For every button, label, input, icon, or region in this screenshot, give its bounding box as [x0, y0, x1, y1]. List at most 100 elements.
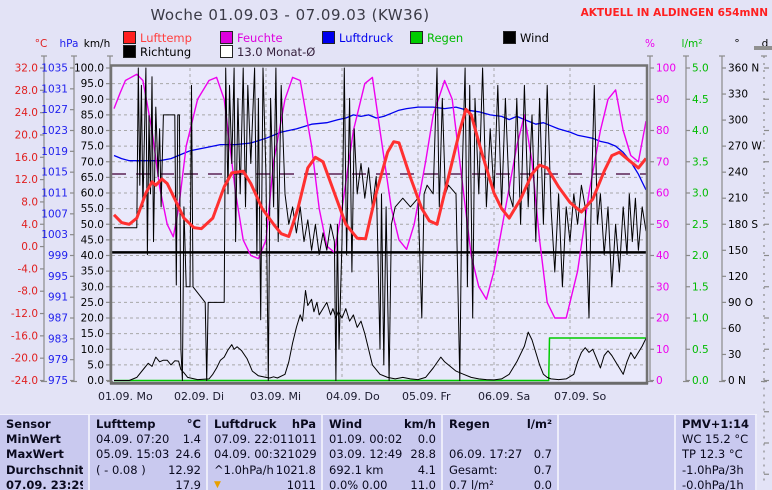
axis-label: 5.0: [87, 359, 104, 371]
axis-label: 5.0: [692, 63, 709, 75]
axis-label: hPa: [60, 38, 79, 50]
page-title: Woche 01.09.03 - 07.09.03 (KW36): [150, 6, 430, 24]
axis-label: 70: [656, 156, 669, 168]
column-header: Wind km/h: [329, 417, 436, 431]
table-cell-row: 0.7 l/m² 0.0: [449, 478, 552, 490]
axis-label: -16.0: [11, 330, 38, 342]
axis-label: 10: [656, 344, 669, 356]
column-header: PMV+1:14: [682, 417, 750, 431]
column-header: Lufttemp °C: [96, 417, 201, 431]
axis-label: 06.09. Sa: [478, 390, 530, 403]
axis-label: 180 S: [728, 219, 758, 231]
table-cell-row: ▼ 1011: [214, 478, 316, 490]
table-cell-row: 07.09. 22:01 1011: [214, 431, 316, 446]
row-label: MaxWert: [6, 447, 64, 461]
table-cell-row: [449, 432, 552, 448]
axis-label: 24.0: [15, 107, 38, 119]
station-banner: AKTUELL IN ALDINGEN 654mNN: [580, 7, 768, 19]
axis-label: 0.0: [87, 375, 104, 387]
axis-label: -20.0: [11, 353, 38, 365]
axis-label: 75.0: [81, 141, 104, 153]
axis-label: 02.09. Di: [174, 390, 224, 403]
axis-label: 85.0: [81, 109, 104, 121]
pressure-trend-icon: ▼: [214, 480, 221, 490]
axis-label: 4.0: [692, 125, 709, 137]
row-label: 07.09. 23:29: [6, 478, 83, 490]
axis-label: 3.0: [692, 188, 709, 200]
legend-item-luftdruck: Luftdruck: [322, 31, 394, 45]
axis-label: 28.0: [15, 85, 38, 97]
row-label: Durchschnitt: [6, 462, 83, 477]
axis-label: 55.0: [81, 203, 104, 215]
axis-label: 995: [48, 271, 68, 283]
axis-label: 1019: [41, 146, 68, 158]
table-cell-row: Gesamt: 0.7: [449, 462, 552, 477]
axis-label: km/h: [84, 38, 111, 50]
table-column-wind: Wind km/h 01.09. 00:02 0.0 03.09. 12:49 28.8 6…: [321, 415, 441, 490]
axis-label: 04.09. Do: [326, 390, 380, 403]
stats-table: Sensor MinWert MaxWert Durchschnitt 07.09. 2…: [0, 414, 757, 490]
table-row-labels: Sensor MinWert MaxWert Durchschnitt 07.09. 2…: [0, 415, 88, 490]
table-cell-row: -1.0hPa/3h: [682, 462, 744, 477]
axis-label: 60.0: [81, 188, 104, 200]
axis-label: 1.0: [692, 313, 709, 325]
axis-label: 330: [728, 89, 748, 101]
axis-label: 0.0: [21, 241, 38, 253]
table-cell-row: 17.9: [175, 478, 201, 490]
axis-label: 20: [656, 313, 669, 325]
axis-label: 0.0: [692, 375, 709, 387]
axis-label: 70.0: [81, 156, 104, 168]
series-richtung: [114, 67, 647, 381]
legend-swatch: [123, 31, 136, 44]
axis-label: 50: [656, 219, 669, 231]
axis-label: °C: [35, 38, 48, 50]
table-cell-row: 04.09. 07:20 1.4: [96, 431, 201, 446]
axis-label: 3.5: [692, 156, 709, 168]
axis-label: 991: [48, 292, 68, 304]
axis-label: 1023: [41, 125, 68, 137]
axis-label: %: [645, 38, 655, 50]
legend-item-lufttemp: Lufttemp: [123, 31, 192, 45]
axis-label: 1031: [41, 83, 68, 95]
table-column-empty: [557, 415, 674, 490]
axis-label: 270 W: [728, 141, 762, 153]
axis-label: 15.0: [81, 328, 104, 340]
legend-label: Luftdruck: [339, 31, 394, 45]
axis-label: 1011: [41, 188, 68, 200]
axis-label: 32.0: [15, 63, 38, 75]
table-cell-row: 01.09. 00:02 0.0: [329, 431, 436, 446]
corner-bar: [754, 46, 772, 50]
table-cell-row: [565, 432, 669, 448]
axis-label: 100.0: [74, 63, 104, 75]
legend-label: Richtung: [140, 45, 192, 59]
table-cell-row: WC 15.2 °C: [682, 431, 749, 446]
axis-label: 0 N: [728, 375, 746, 387]
axis-label: 150: [728, 245, 748, 257]
axis-label: 20.0: [81, 313, 104, 325]
axis-label: 1007: [41, 208, 68, 220]
table-cell-row: 692.1 km 4.1: [329, 462, 436, 477]
axis-label: 10.0: [81, 344, 104, 356]
axis-label: 120: [728, 271, 748, 283]
axis-label: 0: [656, 375, 663, 387]
table-cell-row: [565, 447, 669, 463]
row-label: Sensor: [6, 417, 51, 431]
axis-label: 1003: [41, 229, 68, 241]
legend-swatch: [503, 31, 516, 44]
axis-label: 30.0: [81, 281, 104, 293]
axis-label: 90.0: [81, 94, 104, 106]
axis-label: 35.0: [81, 266, 104, 278]
axis-label: 983: [48, 333, 68, 345]
axis-label: 16.0: [15, 152, 38, 164]
axis-label: 1035: [41, 63, 68, 75]
legend-label: Regen: [427, 31, 464, 45]
axis-label: 65.0: [81, 172, 104, 184]
axis-label: 60: [728, 323, 741, 335]
axis-label: °: [734, 38, 739, 50]
axis-label: 1015: [41, 167, 68, 179]
axis-label: 987: [48, 313, 68, 325]
column-header: Luftdruck hPa: [214, 417, 316, 431]
table-cell-row: 0.0% 0.00 11.0: [329, 478, 436, 490]
legend-item-13-0-monat-: 13.0 Monat-Ø: [220, 45, 315, 59]
axis-label: 300: [728, 115, 748, 127]
